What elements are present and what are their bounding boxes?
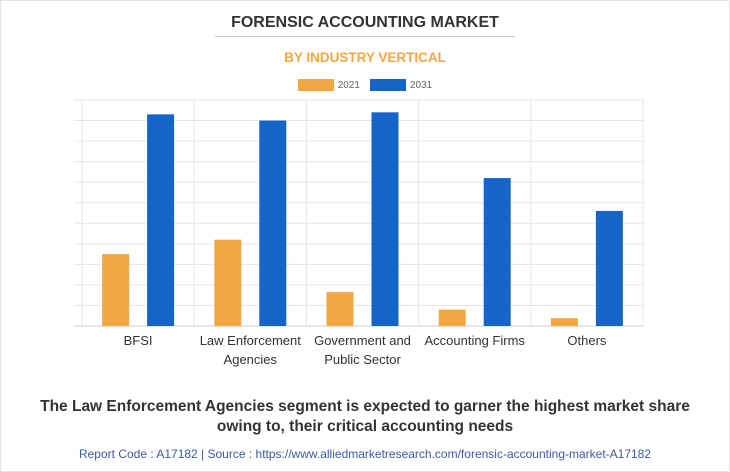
bar-2031-2 bbox=[371, 112, 399, 326]
legend-label-2031: 2031 bbox=[410, 79, 433, 91]
bar-2031-1 bbox=[259, 120, 287, 326]
bar-chart: BFSI Law Enforcement Agencies Government an… bbox=[74, 99, 644, 367]
x-tick-label: Law Enforcement bbox=[200, 333, 302, 348]
bar-2031-0 bbox=[147, 114, 175, 326]
bar-2021-0 bbox=[102, 254, 130, 326]
x-tick-label: Accounting Firms bbox=[424, 333, 525, 348]
chart-title: FORENSIC ACCOUNTING MARKET bbox=[231, 14, 499, 31]
legend-item-2031: 2031 bbox=[370, 79, 432, 91]
legend: 2021 2031 bbox=[0, 79, 730, 91]
source-text: Report Code : A17182 | Source : https://… bbox=[78, 447, 652, 461]
legend-label-2021: 2021 bbox=[337, 79, 360, 91]
legend-item-2021: 2021 bbox=[297, 79, 360, 91]
x-tick-label: Others bbox=[567, 333, 607, 348]
summary-text: The Law Enforcement Agencies segment is … bbox=[40, 398, 690, 435]
bar-2031-4 bbox=[595, 210, 623, 326]
bar-2021-2 bbox=[326, 292, 354, 326]
x-tick-label: Agencies bbox=[224, 352, 278, 367]
x-tick-label: BFSI bbox=[124, 333, 153, 348]
bar-2031-3 bbox=[483, 178, 511, 326]
x-tick-label: Public Sector bbox=[324, 352, 401, 367]
x-tick-label: Government and bbox=[314, 333, 411, 348]
legend-swatch-2021 bbox=[297, 79, 334, 91]
bar-2021-1 bbox=[214, 239, 242, 326]
legend-swatch-2031 bbox=[370, 79, 406, 91]
bar-2021-3 bbox=[438, 309, 466, 326]
bar-2021-4 bbox=[550, 318, 578, 326]
title-divider bbox=[215, 36, 515, 37]
chart-subtitle: BY INDUSTRY VERTICAL bbox=[284, 50, 446, 65]
